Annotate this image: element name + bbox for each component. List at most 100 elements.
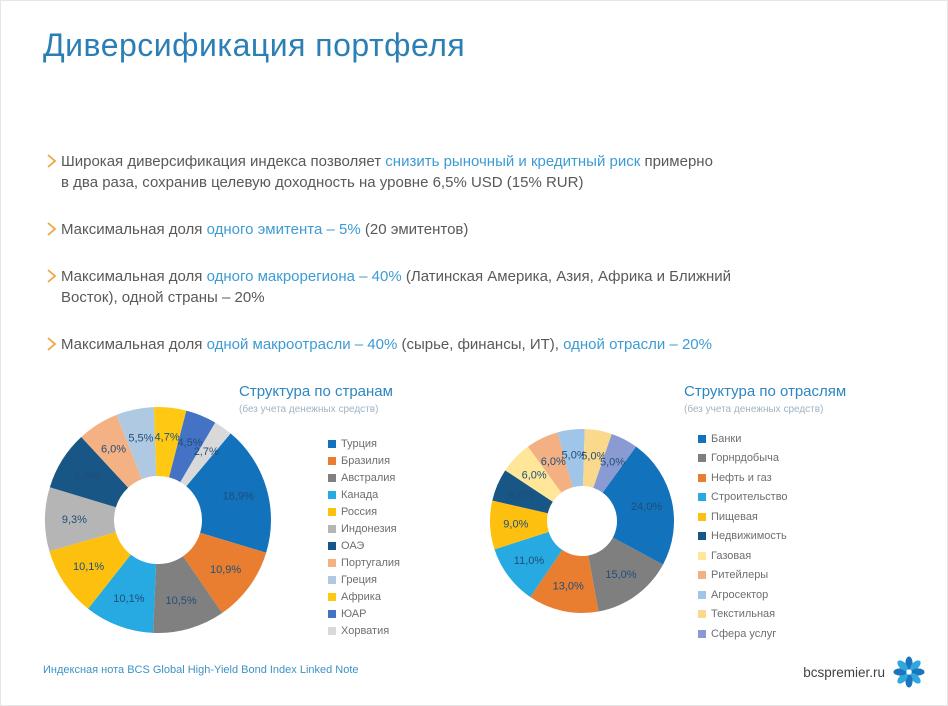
chevron-right-icon (47, 154, 57, 168)
slice-label: 4,5% (177, 437, 202, 449)
legend-label: Сфера услуг (711, 627, 777, 640)
legend-label: Недвижимость (711, 530, 787, 543)
slice-label: 6,0% (101, 444, 126, 456)
donut-slice-Турция (186, 433, 271, 553)
slice-label: 5,5% (128, 433, 153, 445)
slice-label: 5,0% (600, 457, 625, 469)
footer-note: Индексная нота BCS Global High-Yield Bon… (43, 664, 359, 676)
bullet-list: Широкая диверсификация индекса позволяет… (43, 151, 915, 381)
donut-slice-Канада (88, 554, 157, 633)
donut-slice-Ритейлеры (527, 432, 573, 493)
legend-swatch-icon (698, 512, 706, 521)
donut-slice-Хорватия (180, 422, 231, 487)
slice-label: 9,3% (62, 514, 87, 526)
legend-label: Греция (341, 573, 377, 586)
legend-swatch-icon (328, 490, 336, 499)
legend-swatch-icon (328, 541, 336, 550)
legend-swatch-icon (698, 610, 706, 619)
legend-swatch-icon (328, 507, 336, 516)
brand-url: bcspremier.ru (803, 664, 885, 680)
industries-chart-title: Структура по отраслям (684, 383, 847, 400)
donut-slice-Бразилия (182, 532, 267, 613)
bullet-item: Максимальная доля одной макроотрасли – 4… (43, 334, 915, 355)
countries-chart-title: Структура по странам (239, 383, 393, 400)
legend-item: Турция (328, 435, 400, 452)
donut-slice-ОАЭ (49, 437, 129, 508)
legend-item: Текстильная (698, 605, 788, 625)
legend-swatch-icon (698, 551, 706, 560)
donut-slice-Нефть и газ (530, 549, 599, 613)
chevron-right-icon (47, 222, 57, 236)
legend-item: Недвижимость (698, 527, 788, 547)
legend-swatch-icon (328, 558, 336, 567)
donut-slice-Горнрдобыча (588, 537, 664, 612)
legend-item: Россия (328, 503, 400, 520)
legend-swatch-icon (328, 524, 336, 533)
slice-label: 10,9% (210, 564, 241, 576)
slice-label: 8,6% (75, 470, 100, 482)
slice-label: 2,7% (194, 446, 219, 458)
legend-label: Хорватия (341, 624, 390, 637)
legend-label: Африка (341, 590, 381, 603)
donut-slice-Агросектор (557, 429, 585, 488)
donut-slice-Африка (153, 407, 187, 478)
industries-donut-chart: 24,0%15,0%13,0%11,0%9,0%6,0%6,0%6,0%5,0%… (490, 429, 674, 613)
legend-label: Индонезия (341, 522, 397, 535)
legend-label: ОАЭ (341, 539, 365, 552)
legend-item: Газовая (698, 546, 788, 566)
legend-label: Строительство (711, 491, 788, 504)
legend-swatch-icon (328, 575, 336, 584)
donut-slice-Индонезия (44, 487, 116, 552)
industries-chart-subtitle: (без учета денежных средств) (684, 404, 824, 415)
bullet-text: Максимальная доля одного макрорегиона – … (61, 268, 732, 306)
legend-swatch-icon (698, 434, 706, 443)
slice-label: 5,0% (581, 450, 606, 462)
legend-label: Португалия (341, 556, 400, 569)
slice-label: 10,5% (166, 595, 197, 607)
legend-item: ОАЭ (328, 537, 400, 554)
industries-legend: Банки Горнрдобыча Нефть и газ Строительство… (698, 429, 788, 644)
slice-label: 4,7% (155, 431, 180, 443)
slice-label: 13,0% (553, 580, 584, 592)
legend-item: Горнрдобыча (698, 449, 788, 469)
legend-item: Пищевая (698, 507, 788, 527)
legend-label: ЮАР (341, 607, 367, 620)
bullet-text: Широкая диверсификация индекса позволяет… (61, 153, 713, 191)
legend-label: Пищевая (711, 510, 758, 523)
legend-swatch-icon (328, 439, 336, 448)
legend-item: Нефть и газ (698, 468, 788, 488)
legend-item: Сфера услуг (698, 624, 788, 644)
legend-item: Бразилия (328, 452, 400, 469)
legend-swatch-icon (698, 473, 706, 482)
bullet-item: Широкая диверсификация индекса позволяет… (43, 151, 915, 193)
donut-slice-Сфера услуг (593, 433, 637, 493)
slice-label: 6,0% (509, 489, 534, 501)
brand-block: bcspremier.ru (803, 656, 925, 688)
legend-item: Строительство (698, 488, 788, 508)
chevron-right-icon (47, 269, 57, 283)
countries-legend: Турция Бразилия Австралия Канада Россия Индон… (328, 435, 400, 639)
legend-label: Газовая (711, 549, 752, 562)
page-title: Диверсификация портфеля (43, 27, 466, 63)
donut-slice-Текстильная (583, 429, 612, 488)
donut-slice-Банки (602, 446, 674, 565)
legend-label: Ритейлеры (711, 569, 769, 582)
donut-slice-Австралия (153, 556, 223, 633)
slice-label: 6,0% (541, 456, 566, 468)
donut-slice-Россия (49, 532, 131, 609)
slice-label: 10,1% (113, 593, 144, 605)
legend-swatch-icon (698, 590, 706, 599)
legend-item: Австралия (328, 469, 400, 486)
legend-swatch-icon (328, 609, 336, 618)
slice-label: 11,0% (514, 555, 545, 567)
legend-swatch-icon (698, 454, 706, 463)
bullet-item: Максимальная доля одного эмитента – 5% (… (43, 219, 915, 240)
bullet-item: Максимальная доля одного макрорегиона – … (43, 266, 915, 308)
legend-swatch-icon (698, 571, 706, 580)
donut-slice-Недвижимость (492, 470, 553, 514)
legend-label: Турция (341, 437, 377, 450)
legend-item: Банки (698, 429, 788, 449)
donut-slice-Газовая (505, 446, 562, 502)
legend-label: Австралия (341, 471, 396, 484)
legend-swatch-icon (698, 493, 706, 502)
